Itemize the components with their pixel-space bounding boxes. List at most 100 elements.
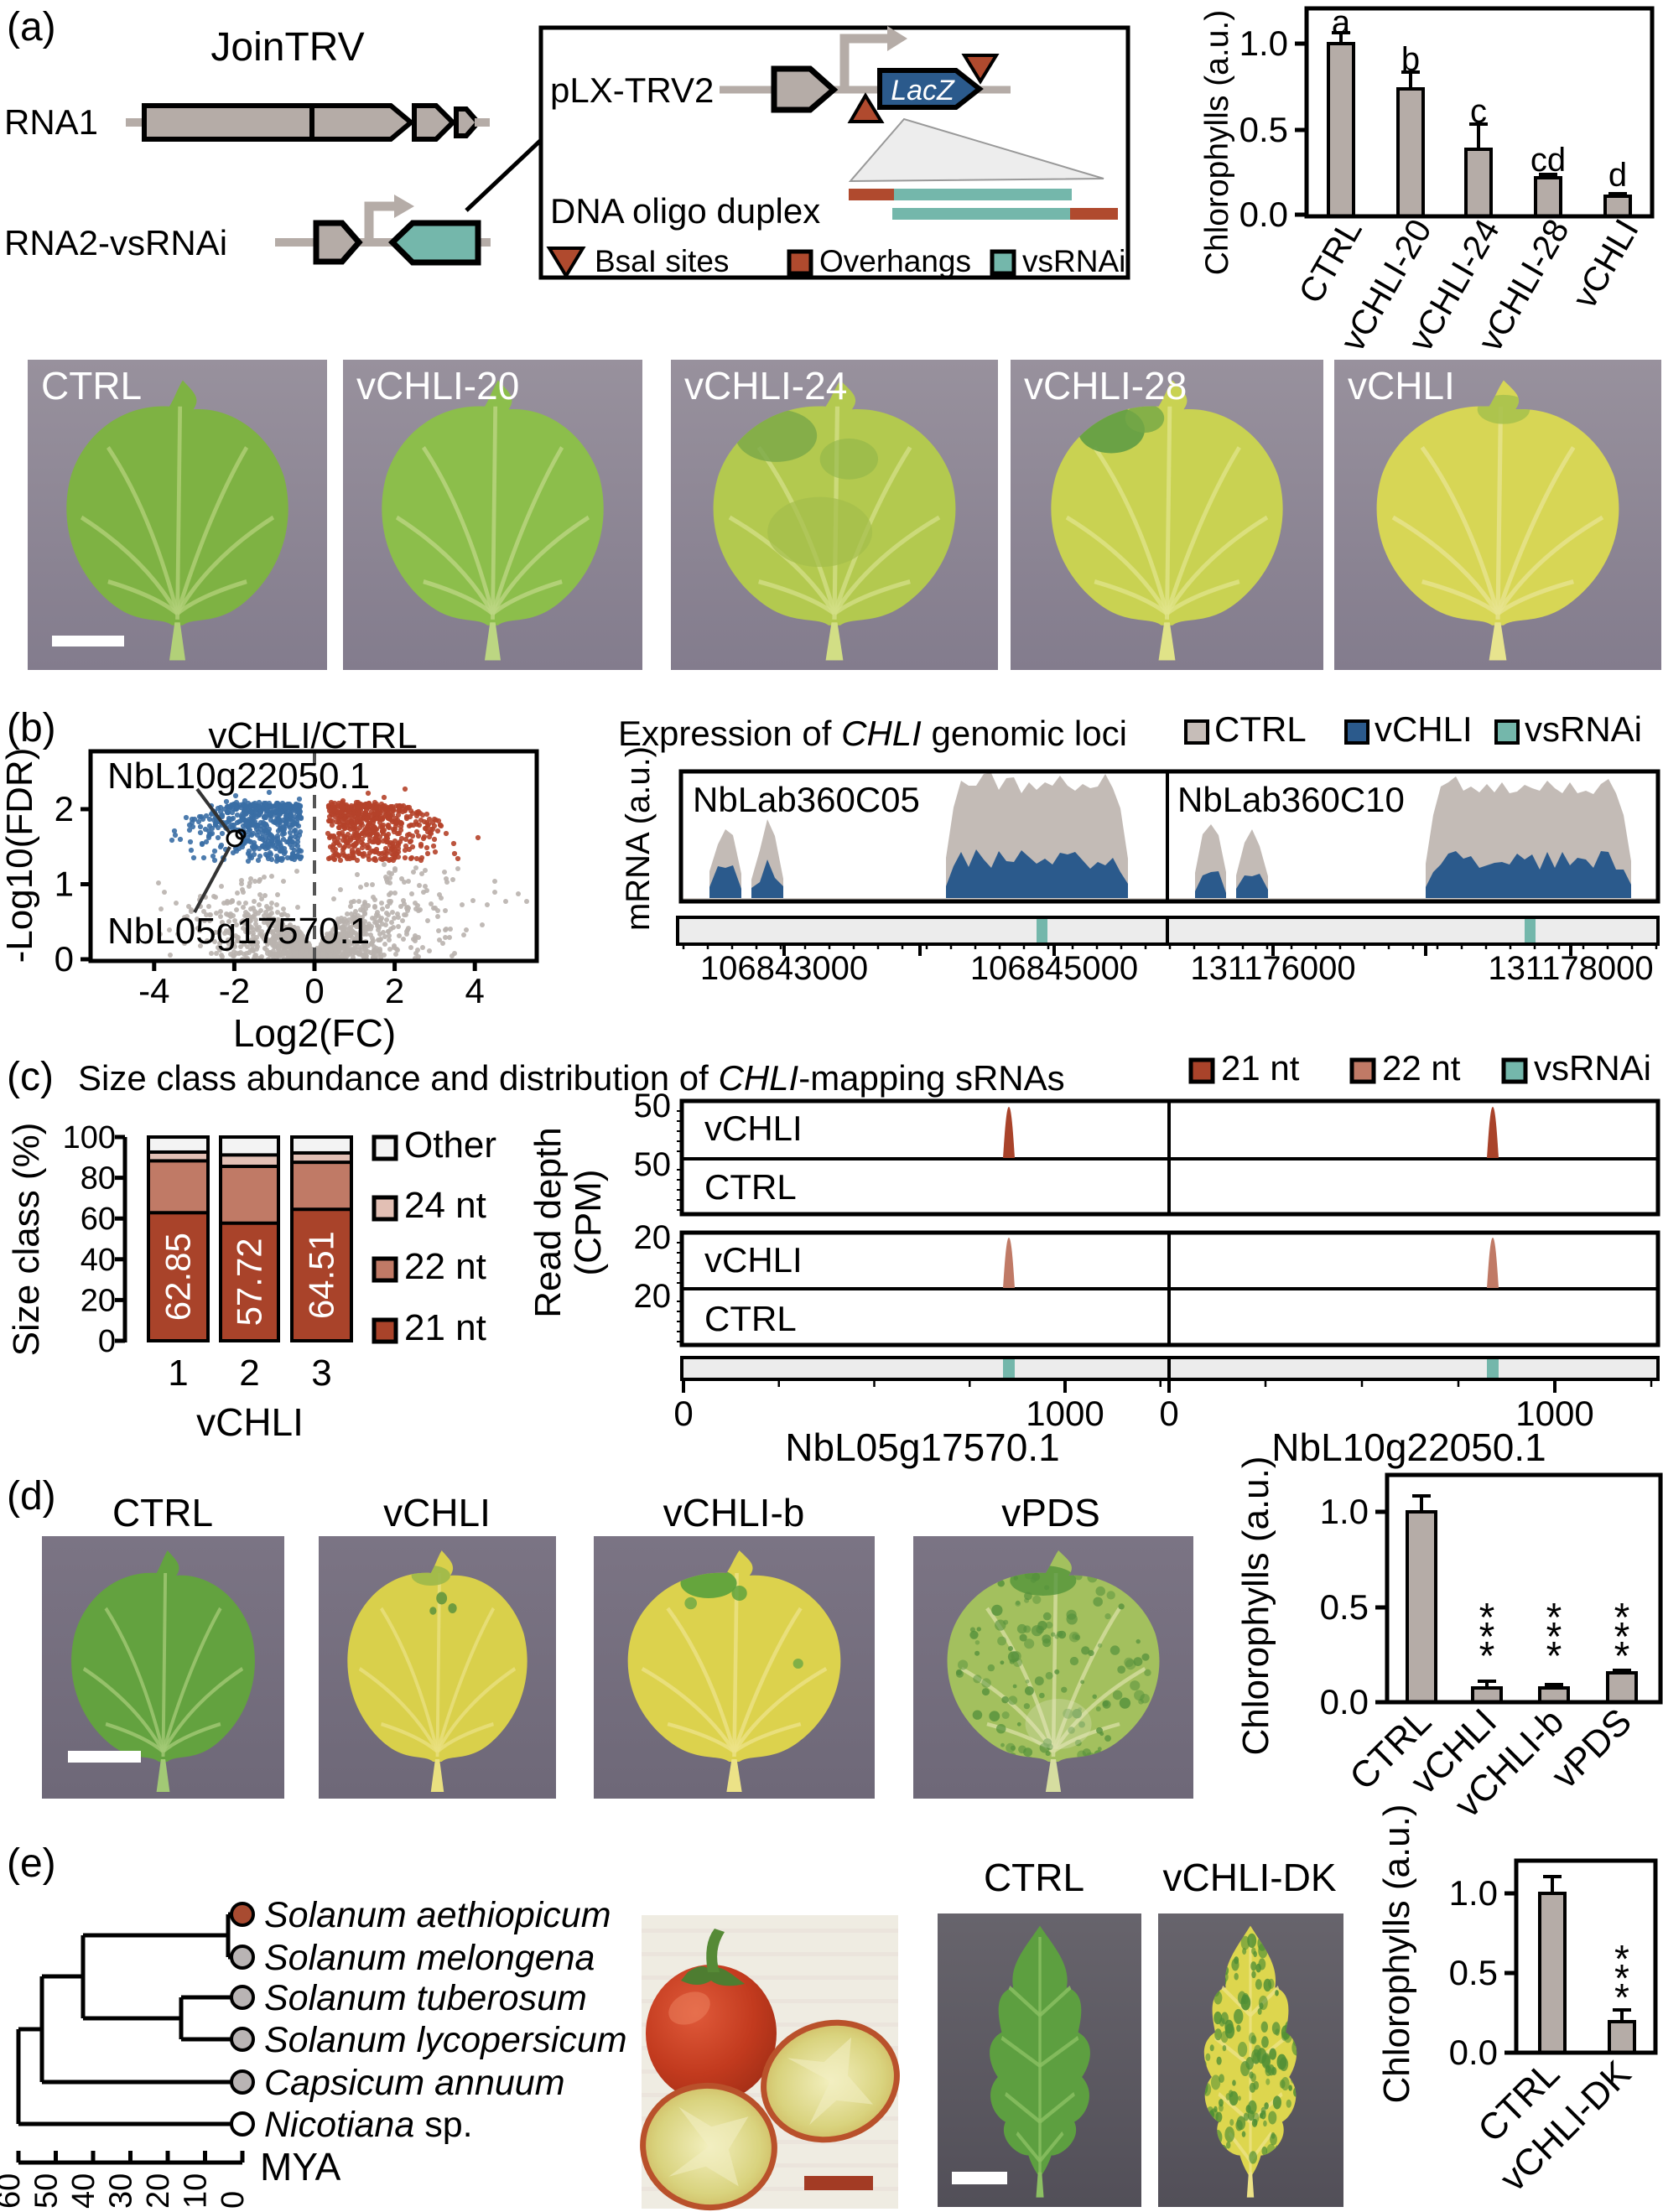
svg-text:Size class abundance and distr: Size class abundance and distribution of… bbox=[78, 1058, 1065, 1098]
svg-text:d: d bbox=[1608, 157, 1627, 194]
svg-text:0.0: 0.0 bbox=[1320, 1682, 1369, 1721]
svg-text:0: 0 bbox=[673, 1394, 693, 1433]
svg-text:2: 2 bbox=[239, 1353, 259, 1394]
svg-text:*: * bbox=[1614, 1976, 1629, 2019]
svg-text:*: * bbox=[1614, 1615, 1630, 1659]
svg-text:0: 0 bbox=[1159, 1394, 1178, 1433]
svg-text:vCHLI: vCHLI bbox=[1348, 364, 1455, 408]
svg-text:MYA: MYA bbox=[260, 2145, 341, 2189]
svg-text:DNA oligo duplex: DNA oligo duplex bbox=[550, 191, 820, 231]
svg-text:Solanum tuberosum: Solanum tuberosum bbox=[264, 1978, 587, 2018]
svg-text:80: 80 bbox=[81, 1161, 116, 1197]
svg-text:NbLab360C10: NbLab360C10 bbox=[1177, 780, 1405, 819]
svg-text:131178000: 131178000 bbox=[1488, 950, 1653, 987]
svg-text:CTRL: CTRL bbox=[704, 1167, 797, 1207]
svg-text:vCHLI: vCHLI bbox=[704, 1109, 803, 1148]
svg-text:0.5: 0.5 bbox=[1320, 1587, 1369, 1627]
svg-text:0: 0 bbox=[216, 2191, 251, 2209]
svg-text:2: 2 bbox=[55, 789, 74, 828]
svg-text:a: a bbox=[1332, 4, 1351, 41]
svg-text:*: * bbox=[1546, 1634, 1562, 1679]
svg-text:(a): (a) bbox=[7, 5, 56, 49]
svg-text:CTRL: CTRL bbox=[41, 364, 142, 408]
svg-text:40: 40 bbox=[81, 1243, 116, 1278]
svg-text:vCHLI: vCHLI bbox=[383, 1491, 491, 1534]
svg-text:vsRNAi: vsRNAi bbox=[1022, 244, 1125, 278]
svg-text:vCHLI: vCHLI bbox=[196, 1400, 304, 1444]
svg-text:vsRNAi: vsRNAi bbox=[1525, 709, 1642, 749]
svg-text:NbL10g22050.1: NbL10g22050.1 bbox=[107, 756, 370, 797]
svg-text:-4: -4 bbox=[138, 971, 169, 1010]
svg-text:64.51: 64.51 bbox=[302, 1231, 341, 1319]
svg-text:2: 2 bbox=[385, 971, 404, 1010]
svg-text:JoinTRV: JoinTRV bbox=[210, 25, 364, 70]
svg-text:3: 3 bbox=[311, 1353, 331, 1394]
svg-text:50: 50 bbox=[29, 2173, 65, 2209]
svg-text:100: 100 bbox=[63, 1120, 116, 1155]
svg-text:CTRL: CTRL bbox=[112, 1491, 213, 1534]
svg-text:0.0: 0.0 bbox=[1449, 2033, 1498, 2072]
svg-text:0.0: 0.0 bbox=[1239, 195, 1288, 234]
svg-text:Size class (%): Size class (%) bbox=[6, 1123, 47, 1357]
svg-text:22 nt: 22 nt bbox=[1382, 1048, 1461, 1088]
svg-text:vCHLI-b: vCHLI-b bbox=[663, 1491, 805, 1534]
svg-text:pLX-TRV2: pLX-TRV2 bbox=[550, 70, 714, 110]
svg-text:(d): (d) bbox=[7, 1474, 56, 1519]
svg-text:60: 60 bbox=[81, 1202, 116, 1237]
svg-text:*: * bbox=[1546, 1596, 1562, 1640]
svg-text:30: 30 bbox=[104, 2173, 139, 2209]
svg-text:BsaI sites: BsaI sites bbox=[595, 244, 729, 278]
svg-text:0.5: 0.5 bbox=[1449, 1953, 1498, 1992]
svg-text:CTRL: CTRL bbox=[1214, 709, 1307, 749]
svg-text:0.5: 0.5 bbox=[1239, 110, 1288, 149]
svg-text:RNA2-vsRNAi: RNA2-vsRNAi bbox=[4, 223, 227, 262]
svg-text:RNA1: RNA1 bbox=[4, 102, 98, 142]
svg-text:Nicotiana sp.: Nicotiana sp. bbox=[264, 2105, 473, 2145]
svg-text:50: 50 bbox=[634, 1146, 672, 1183]
svg-text:62.85: 62.85 bbox=[159, 1233, 198, 1321]
svg-text:1: 1 bbox=[55, 865, 74, 904]
svg-text:1.0: 1.0 bbox=[1449, 1873, 1498, 1913]
svg-text:1000: 1000 bbox=[1026, 1394, 1104, 1433]
svg-text:vCHLI: vCHLI bbox=[1565, 213, 1646, 315]
svg-text:1.0: 1.0 bbox=[1320, 1492, 1369, 1531]
svg-text:1: 1 bbox=[168, 1353, 188, 1394]
svg-text:vsRNAi: vsRNAi bbox=[1534, 1048, 1651, 1088]
svg-text:Chlorophylls (a.u.): Chlorophylls (a.u.) bbox=[1235, 1456, 1276, 1755]
svg-text:LacZ: LacZ bbox=[891, 75, 955, 106]
svg-text:CTRL: CTRL bbox=[704, 1299, 797, 1338]
svg-text:Solanum aethiopicum: Solanum aethiopicum bbox=[264, 1895, 611, 1935]
svg-text:vCHLI: vCHLI bbox=[704, 1240, 803, 1280]
svg-text:24 nt: 24 nt bbox=[404, 1185, 486, 1226]
svg-text:CTRL: CTRL bbox=[984, 1856, 1084, 1899]
svg-text:106843000: 106843000 bbox=[700, 950, 868, 987]
svg-text:NbLab360C05: NbLab360C05 bbox=[693, 780, 920, 819]
svg-text:(e): (e) bbox=[7, 1841, 56, 1886]
svg-text:Chlorophylls (a.u.): Chlorophylls (a.u.) bbox=[1376, 1804, 1417, 2103]
svg-text:Log2(FC): Log2(FC) bbox=[233, 1011, 396, 1055]
svg-text:1000: 1000 bbox=[1515, 1394, 1593, 1433]
svg-text:50: 50 bbox=[634, 1088, 672, 1124]
svg-text:(b): (b) bbox=[7, 706, 56, 750]
svg-text:Read depth: Read depth bbox=[527, 1127, 569, 1318]
svg-text:c: c bbox=[1470, 93, 1487, 130]
svg-text:10: 10 bbox=[179, 2173, 214, 2209]
svg-text:Expression of CHLI genomic loc: Expression of CHLI genomic loci bbox=[618, 714, 1127, 753]
svg-text:57.72: 57.72 bbox=[230, 1238, 269, 1326]
svg-text:NbL05g17570.1: NbL05g17570.1 bbox=[107, 911, 370, 952]
svg-text:(c): (c) bbox=[7, 1055, 54, 1099]
svg-text:21 nt: 21 nt bbox=[1221, 1048, 1300, 1088]
svg-text:NbL10g22050.1: NbL10g22050.1 bbox=[1271, 1425, 1546, 1469]
svg-text:Other: Other bbox=[404, 1124, 496, 1166]
svg-text:*: * bbox=[1614, 1596, 1630, 1640]
svg-text:*: * bbox=[1479, 1634, 1495, 1679]
svg-text:Chlorophylls (a.u.): Chlorophylls (a.u.) bbox=[1199, 10, 1235, 275]
svg-text:106845000: 106845000 bbox=[970, 950, 1138, 987]
svg-text:20: 20 bbox=[634, 1278, 672, 1315]
svg-text:20: 20 bbox=[141, 2173, 176, 2209]
svg-text:mRNA (a.u.): mRNA (a.u.) bbox=[620, 746, 657, 931]
svg-text:0: 0 bbox=[98, 1324, 116, 1359]
svg-text:(CPM): (CPM) bbox=[568, 1169, 609, 1275]
svg-text:vCHLI-24: vCHLI-24 bbox=[684, 364, 847, 408]
svg-text:*: * bbox=[1614, 1937, 1629, 1981]
